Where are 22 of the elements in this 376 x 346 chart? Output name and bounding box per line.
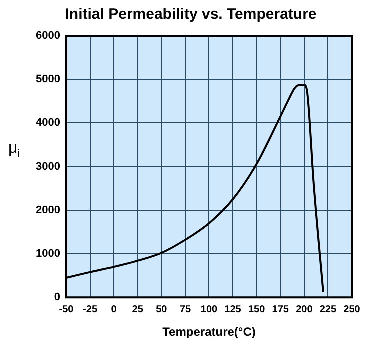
x-tick-label: 25 <box>132 304 144 316</box>
y-tick-label: 3000 <box>36 160 60 173</box>
x-tick-label: -25 <box>83 304 98 316</box>
x-tick-label: 125 <box>224 304 242 316</box>
y-tick-label: 5000 <box>36 74 60 86</box>
x-tick-label: 75 <box>180 304 192 316</box>
chart-title: Initial Permeability vs. Temperature <box>65 6 317 24</box>
x-tick-label: 50 <box>156 304 168 316</box>
x-tick-label: 100 <box>200 304 218 316</box>
x-axis-title: Temperature(°C) <box>162 325 256 340</box>
x-tick-label: 225 <box>320 304 337 316</box>
x-tick-label: 250 <box>344 304 361 316</box>
y-tick-label: 0 <box>54 292 60 304</box>
x-tick-label: 175 <box>272 304 290 316</box>
y-tick-label: 1000 <box>36 248 60 260</box>
y-tick-label: 6000 <box>36 30 60 42</box>
x-tick-label: 200 <box>296 304 314 316</box>
x-tick-label: 0 <box>111 304 118 316</box>
x-tick-label: -50 <box>59 304 74 316</box>
x-tick-label: 150 <box>248 304 266 316</box>
y-tick-label: 4000 <box>36 117 60 130</box>
y-tick-label: 2000 <box>36 204 60 216</box>
